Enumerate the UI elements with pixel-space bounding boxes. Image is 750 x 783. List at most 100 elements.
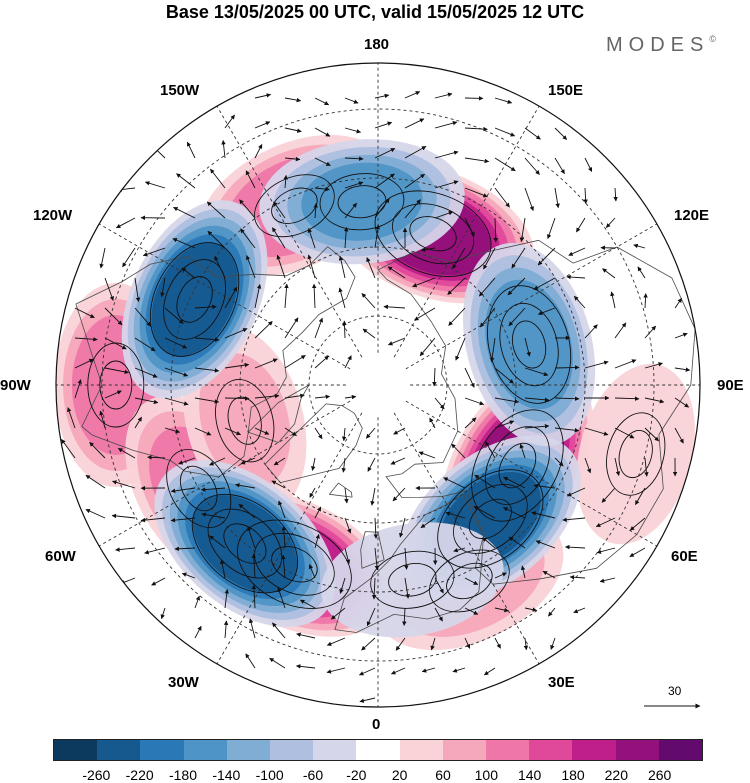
latitude-circle — [101, 108, 655, 662]
wind-vector — [254, 320, 273, 339]
height-contour — [271, 546, 318, 583]
wind-vector — [395, 637, 406, 651]
wind-vector — [251, 584, 257, 609]
colorbar-swatch — [529, 740, 573, 760]
wind-vector — [269, 657, 286, 669]
wind-vector — [164, 367, 189, 377]
wind-vector — [464, 607, 479, 615]
wind-vector — [311, 457, 316, 471]
colorbar-tick-label: -60 — [302, 767, 324, 783]
wind-vector — [314, 317, 324, 339]
wind-vector — [254, 143, 263, 159]
wind-vector — [115, 547, 136, 552]
wind-vector — [284, 317, 299, 339]
colorbar-swatch — [97, 740, 141, 760]
wind-vector — [67, 407, 76, 429]
contour-set — [166, 449, 232, 528]
wind-vector — [404, 91, 421, 99]
height-contour — [191, 493, 299, 594]
wind-vector — [134, 397, 159, 405]
graticule — [56, 63, 700, 707]
lon-label-180: 180 — [364, 36, 390, 53]
map-border — [55, 62, 701, 708]
wind-vector — [309, 487, 316, 498]
wind-vector — [344, 355, 352, 369]
wind-vector — [224, 114, 235, 129]
wind-vector — [142, 247, 166, 257]
wind-vector — [374, 198, 390, 219]
wind-vector — [404, 173, 425, 189]
wind-vector — [507, 277, 526, 296]
wind-vector — [254, 121, 271, 129]
wind-vector — [341, 427, 347, 442]
wind-vector — [254, 93, 272, 99]
wind-vector — [635, 487, 646, 505]
wind-vector — [601, 487, 616, 503]
wind-vector — [224, 362, 250, 369]
wind-vector — [474, 474, 496, 489]
wind-vector — [562, 517, 586, 522]
wind-vector — [366, 607, 376, 627]
brand-logo: MODES© — [606, 34, 716, 57]
wind-vector — [307, 254, 316, 279]
wind-vector — [430, 637, 436, 651]
wind-vector — [402, 607, 407, 626]
wind-vector — [614, 396, 640, 401]
wind-vector — [443, 477, 466, 489]
wind-vector — [111, 513, 136, 519]
height-contour — [237, 519, 352, 609]
wind-vector — [223, 620, 229, 639]
wind-vector — [434, 211, 454, 219]
wind-vector — [313, 203, 319, 219]
colorbar-swatch — [658, 740, 703, 760]
wind-vector — [299, 599, 316, 609]
height-contour — [511, 320, 547, 369]
land-outline — [360, 531, 385, 569]
wind-vector — [464, 637, 471, 649]
wind-vector — [365, 427, 376, 439]
colorbar-swatch — [313, 740, 357, 760]
wind-vector — [284, 427, 297, 436]
wind-vector — [174, 546, 196, 552]
wind-vector — [644, 397, 665, 404]
wind-vector — [448, 307, 466, 326]
wind-vector — [483, 667, 496, 676]
wind-vector — [511, 247, 526, 269]
wind-vector — [326, 667, 346, 674]
wind-vector — [629, 547, 646, 558]
wind-vector — [613, 187, 618, 202]
wind-vector — [338, 255, 346, 279]
wind-vector — [281, 525, 287, 549]
contour-set — [254, 174, 335, 238]
wind-vector — [314, 506, 322, 519]
wind-vector — [494, 157, 516, 172]
wind-vector — [362, 328, 376, 339]
wind-vector — [308, 564, 316, 579]
anomaly-band — [151, 242, 238, 357]
height-contour — [471, 409, 564, 522]
wind-vector — [568, 247, 586, 256]
wind-vector — [404, 577, 410, 599]
anomaly-cell — [121, 200, 268, 399]
wind-vector — [576, 217, 586, 233]
wind-vector — [314, 127, 331, 137]
wind-vector — [482, 537, 496, 549]
wind-vector — [181, 267, 196, 279]
wind-vector — [224, 427, 242, 436]
wind-vector — [434, 397, 445, 410]
wind-vector — [361, 637, 376, 651]
wind-vector — [485, 441, 496, 459]
height-contour — [271, 187, 318, 224]
land-outline — [264, 403, 363, 484]
wind-vector — [273, 201, 286, 219]
wind-vector — [366, 257, 376, 279]
wind-vector — [254, 358, 278, 369]
wind-vector — [367, 457, 376, 472]
wind-vector — [283, 174, 288, 189]
wind-vector — [547, 217, 556, 240]
contour-set — [370, 550, 455, 609]
wind-vector — [74, 337, 98, 342]
colorbar-tick-label: 20 — [391, 767, 408, 783]
wind-vector — [134, 416, 142, 429]
wind-vector — [278, 500, 286, 519]
